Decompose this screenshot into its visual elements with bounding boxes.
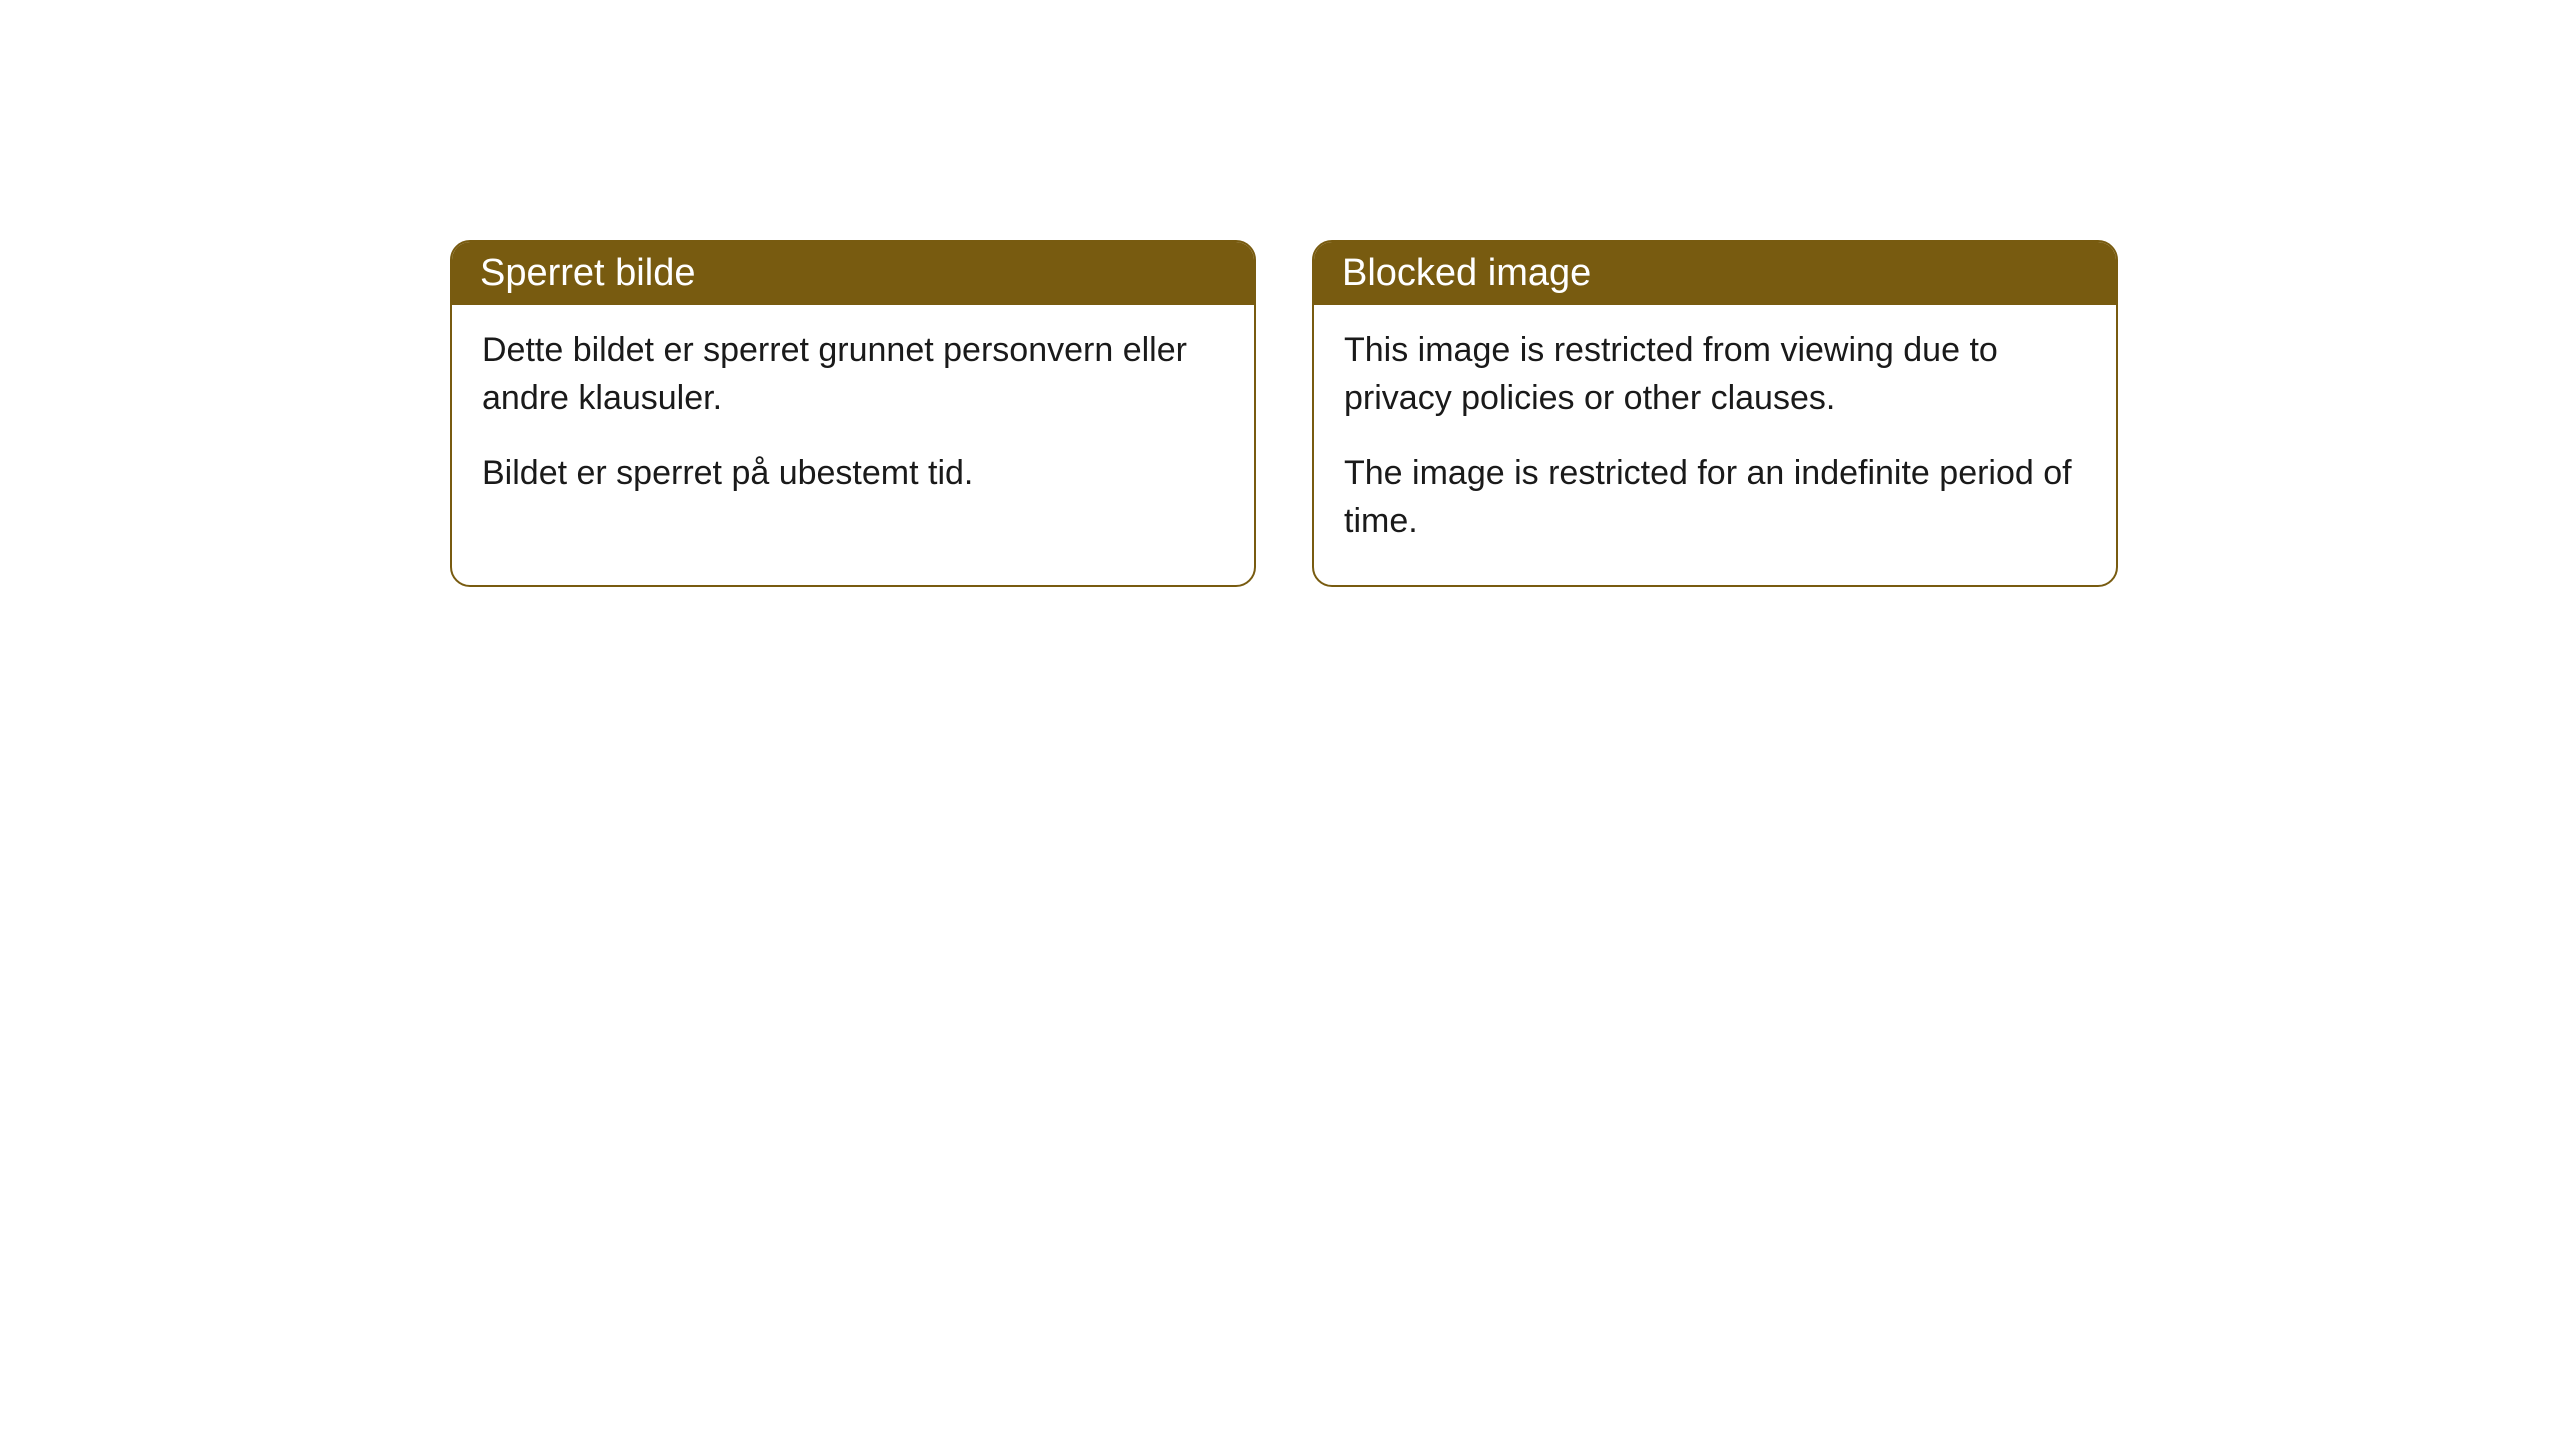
card-body-english: This image is restricted from viewing du… <box>1314 305 2116 585</box>
card-title: Sperret bilde <box>480 252 695 294</box>
cards-container: Sperret bilde Dette bildet er sperret gr… <box>450 240 2118 587</box>
card-paragraph: This image is restricted from viewing du… <box>1344 327 2086 422</box>
card-title: Blocked image <box>1342 252 1591 294</box>
card-header-english: Blocked image <box>1314 242 2116 305</box>
card-paragraph: Dette bildet er sperret grunnet personve… <box>482 327 1224 422</box>
card-paragraph: Bildet er sperret på ubestemt tid. <box>482 450 1224 498</box>
card-english: Blocked image This image is restricted f… <box>1312 240 2118 587</box>
card-norwegian: Sperret bilde Dette bildet er sperret gr… <box>450 240 1256 587</box>
card-paragraph: The image is restricted for an indefinit… <box>1344 450 2086 545</box>
card-header-norwegian: Sperret bilde <box>452 242 1254 305</box>
card-body-norwegian: Dette bildet er sperret grunnet personve… <box>452 305 1254 538</box>
